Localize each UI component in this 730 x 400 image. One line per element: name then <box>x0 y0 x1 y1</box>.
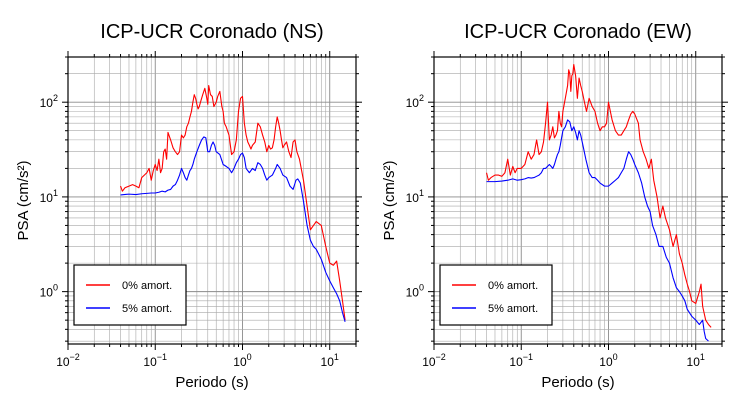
x-tick-label: 10−1 <box>143 352 167 369</box>
x-tick-label: 100 <box>233 352 251 369</box>
chart-panel-1: 10−2 10−1 100 101 100 101 102 ICP-UCR Coronado … <box>15 21 362 391</box>
y-tick-label: 102 <box>40 93 58 110</box>
x-tick-label: 10−1 <box>509 352 533 369</box>
legend-label: 5% amort. <box>122 303 172 315</box>
legend-label: 0% amort. <box>122 280 172 292</box>
legend: 0% amort. 5% amort. <box>439 264 553 326</box>
axis-ticks <box>62 51 362 350</box>
series-line-damped <box>120 136 346 322</box>
x-tick-label: 101 <box>321 352 339 369</box>
chart-title: ICP-UCR Coronado (EW) <box>464 21 692 43</box>
chart-title: ICP-UCR Coronado (NS) <box>100 21 323 43</box>
series-line-undamped <box>485 63 712 328</box>
x-tick-label: 10−2 <box>422 352 446 369</box>
axis-ticks <box>428 51 728 350</box>
series-line-undamped <box>120 84 346 321</box>
legend-box <box>73 264 187 326</box>
legend-label: 0% amort. <box>488 280 538 292</box>
legend: 0% amort. 5% amort. <box>73 264 187 326</box>
y-tick-label: 100 <box>40 283 58 300</box>
x-tick-label: 10−2 <box>56 352 80 369</box>
y-tick-label: 101 <box>40 188 58 205</box>
x-tick-label: 101 <box>687 352 705 369</box>
y-axis-label: PSA (cm/s²) <box>15 160 32 240</box>
series-line-damped <box>486 119 709 342</box>
legend-box <box>439 264 553 326</box>
x-axis-label: Periodo (s) <box>175 374 248 391</box>
x-axis-label: Periodo (s) <box>541 374 614 391</box>
plot-frame <box>67 56 357 345</box>
y-axis-label: PSA (cm/s²) <box>381 160 398 240</box>
y-tick-label: 102 <box>406 93 424 110</box>
chart-panel-2: 10−2 10−1 100 101 100 101 102 ICP-UCR Coronado … <box>381 21 728 391</box>
x-tick-label: 100 <box>599 352 617 369</box>
legend-label: 5% amort. <box>488 303 538 315</box>
y-tick-label: 101 <box>406 188 424 205</box>
y-tick-label: 100 <box>406 283 424 300</box>
plot-frame <box>433 56 723 345</box>
